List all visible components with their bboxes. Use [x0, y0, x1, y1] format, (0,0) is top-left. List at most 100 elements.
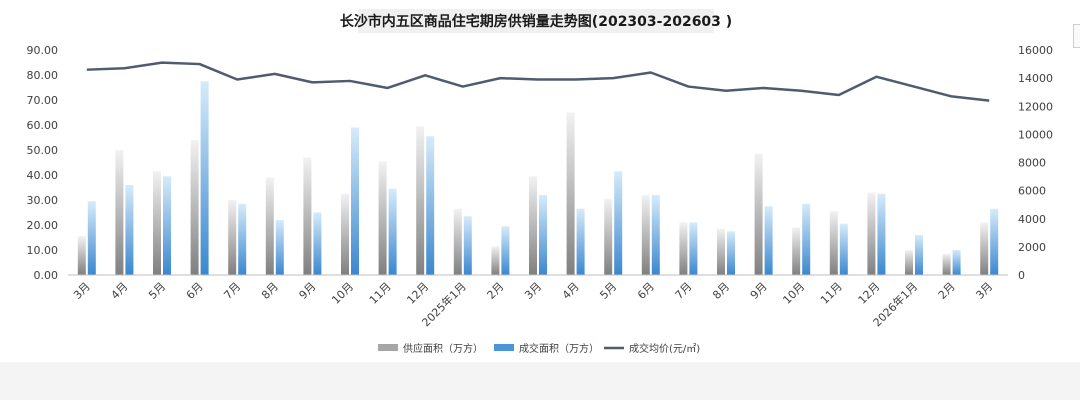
- bar-supply-23: [942, 253, 951, 275]
- bar-supply-4: [228, 200, 237, 275]
- x-tick-label: 10月: [780, 280, 807, 307]
- bar-deal-14: [614, 171, 623, 275]
- y-left-tick-label: 30.00: [27, 194, 59, 207]
- bar-deal-23: [952, 250, 961, 275]
- x-tick-label: 3月: [522, 280, 544, 302]
- chart-svg: 长沙市内五区商品住宅期房供销量走势图(202303-202603 ) 3月 4月 5…: [27, 9, 1054, 355]
- bar-deal-24: [990, 208, 999, 275]
- y-right-tick-label: 2000: [1018, 241, 1046, 254]
- bar-deal-8: [388, 188, 397, 275]
- legend-label-1: 成交面积（万方）: [519, 342, 599, 355]
- bar-supply-21: [867, 192, 876, 275]
- y-right-tick-label: 6000: [1018, 185, 1046, 198]
- bar-supply-15: [641, 195, 650, 275]
- bar-supply-0: [77, 236, 86, 275]
- footer-strip: [0, 362, 1080, 400]
- legend-label-0: 供应面积（万方）: [403, 342, 483, 355]
- line-layer: [86, 61, 990, 102]
- bar-supply-7: [341, 193, 349, 275]
- x-tick-label: 9月: [297, 280, 319, 302]
- y-right-tick-label: 16000: [1018, 44, 1053, 57]
- x-tick-label: 6月: [635, 280, 657, 302]
- bar-deal-15: [651, 195, 660, 275]
- y-left-tick-label: 90.00: [27, 44, 59, 57]
- bar-deal-21: [877, 193, 886, 275]
- x-tick-label: 3月: [973, 280, 995, 302]
- bar-deal-16: [689, 222, 698, 275]
- bar-deal-17: [727, 231, 735, 275]
- chart-title: 长沙市内五区商品住宅期房供销量走势图(202303-202603 ): [340, 13, 732, 30]
- y-right-tick-label: 12000: [1018, 100, 1053, 113]
- bar-deal-10: [463, 216, 472, 275]
- y-left-tick-label: 60.00: [27, 119, 59, 132]
- bar-supply-1: [115, 150, 124, 275]
- y-left-tick-label: 80.00: [27, 69, 59, 82]
- x-tick-label: 4月: [560, 280, 582, 302]
- x-tick-label: 11月: [367, 280, 394, 307]
- x-tick-label: 12月: [404, 280, 431, 307]
- y-left-tick-label: 40.00: [27, 169, 59, 182]
- x-tick-label: 5月: [597, 280, 619, 302]
- bar-supply-8: [378, 161, 387, 275]
- bar-deal-6: [313, 212, 322, 275]
- x-tick-label: 10月: [329, 280, 356, 307]
- bar-supply-16: [679, 222, 688, 275]
- x-tick-label: 4月: [109, 280, 131, 302]
- bar-supply-19: [792, 227, 801, 275]
- y-left-tick-label: 10.00: [27, 244, 59, 257]
- y-right-tick-label: 14000: [1018, 72, 1053, 85]
- legend-swatch-1: [494, 344, 514, 351]
- bar-deal-11: [501, 226, 510, 275]
- bar-deal-12: [539, 195, 547, 275]
- y-right-tick-label: 10000: [1018, 128, 1053, 141]
- bar-supply-11: [491, 246, 500, 275]
- x-tick-label: 2月: [936, 280, 958, 302]
- bar-deal-4: [238, 203, 247, 275]
- bar-supply-17: [717, 228, 725, 275]
- bar-deal-3: [200, 81, 209, 275]
- y-right-tick-label: 8000: [1018, 157, 1046, 170]
- bar-supply-18: [754, 153, 763, 275]
- bar-supply-3: [190, 140, 199, 275]
- bar-deal-18: [764, 206, 773, 275]
- y-left-tick-label: 0.00: [34, 269, 59, 282]
- y-right-tick-label: 0: [1018, 269, 1025, 282]
- y-left-tick-label: 50.00: [27, 144, 59, 157]
- bar-deal-5: [275, 220, 284, 275]
- bars-layer: [77, 81, 999, 275]
- bar-supply-14: [604, 198, 613, 275]
- bar-deal-9: [426, 136, 435, 275]
- x-tick-label: 7月: [221, 280, 243, 302]
- price-line: [86, 61, 990, 102]
- x-tick-label: 7月: [673, 280, 695, 302]
- bar-deal-0: [87, 201, 96, 275]
- bar-deal-19: [802, 203, 811, 275]
- x-tick-label: 8月: [710, 280, 732, 302]
- bar-deal-20: [839, 223, 848, 275]
- chart-container: 长沙市内五区商品住宅期房供销量走势图(202303-202603 ) 3月 4月 5…: [27, 9, 1054, 355]
- bar-supply-2: [153, 171, 161, 275]
- chart-title-background: [358, 9, 714, 33]
- bar-deal-22: [915, 235, 923, 275]
- bar-deal-2: [163, 176, 171, 275]
- bar-supply-10: [453, 208, 462, 275]
- bar-supply-9: [416, 126, 425, 275]
- bar-deal-1: [125, 185, 134, 275]
- bar-supply-20: [829, 211, 838, 275]
- y-left-tick-label: 20.00: [27, 219, 59, 232]
- bar-supply-24: [980, 222, 989, 275]
- legend-label-2: 成交均价(元/㎡): [629, 342, 700, 355]
- x-tick-label: 11月: [818, 280, 845, 307]
- side-tab[interactable]: [1073, 24, 1080, 48]
- bar-deal-7: [351, 127, 359, 275]
- x-tick-label: 3月: [71, 280, 93, 302]
- x-tick-label: 9月: [748, 280, 770, 302]
- bar-supply-5: [265, 177, 274, 275]
- x-tick-label: 6月: [184, 280, 206, 302]
- x-tick-label: 2月: [485, 280, 507, 302]
- x-tick-label: 8月: [259, 280, 281, 302]
- legend-swatch-0: [378, 344, 398, 351]
- bar-supply-22: [905, 250, 913, 275]
- x-tick-label: 5月: [146, 280, 168, 302]
